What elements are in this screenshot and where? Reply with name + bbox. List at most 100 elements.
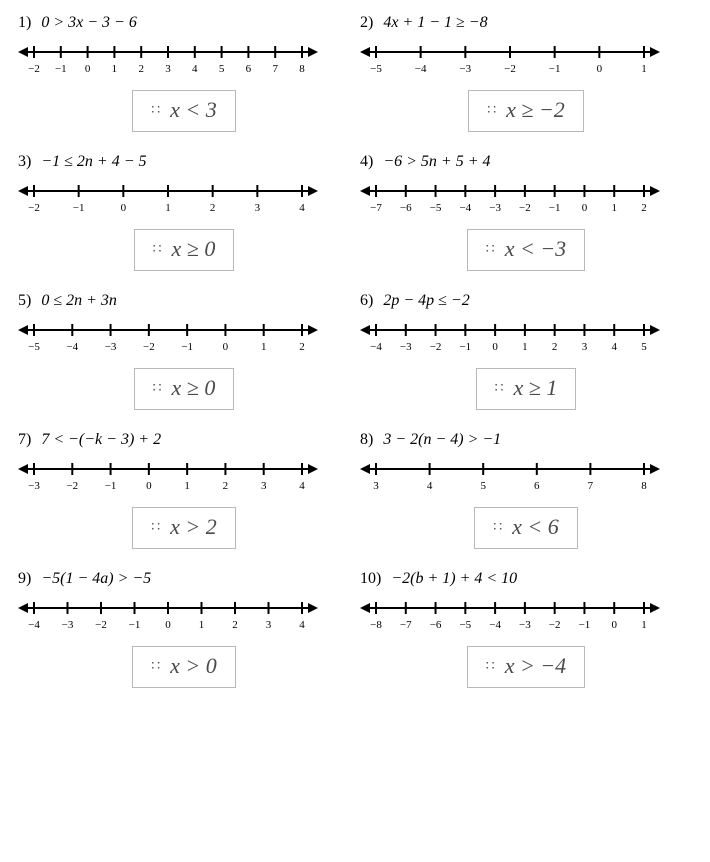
problem-expression: 7 < −(−k − 3) + 2 xyxy=(37,431,161,448)
number-line-wrap: 345678 xyxy=(360,455,692,499)
number-line-wrap: −4−3−2−1012345 xyxy=(360,316,692,360)
svg-text:1: 1 xyxy=(611,202,617,214)
problems-grid: 1) 0 > 3x − 3 − 6−2−1012345678∷x < 32) 4… xyxy=(18,10,692,700)
problem-expression: −1 ≤ 2n + 4 − 5 xyxy=(37,153,146,170)
number-line: 345678 xyxy=(360,455,660,499)
svg-text:−5: −5 xyxy=(459,619,471,631)
svg-text:1: 1 xyxy=(261,341,267,353)
answer-wrap: ∷ x > 0 xyxy=(18,646,350,688)
problem-prompt: 1) 0 > 3x − 3 − 6 xyxy=(18,14,350,32)
problem-8: 8) 3 − 2(n − 4) > −1345678∷x < 6 xyxy=(360,427,692,561)
svg-text:−3: −3 xyxy=(105,341,117,353)
answer-wrap: ∷ x > −4 xyxy=(360,646,692,688)
answer-tile[interactable]: ∷x < 6 xyxy=(474,507,578,549)
problem-5: 5) 0 ≤ 2n + 3n−5−4−3−2−1012∷x ≥ 0 xyxy=(18,288,350,422)
number-line: −4−3−2−101234 xyxy=(18,594,318,638)
problem-prompt: 10) −2(b + 1) + 4 < 10 xyxy=(360,570,692,588)
svg-text:2: 2 xyxy=(210,202,216,214)
svg-text:−7: −7 xyxy=(400,619,412,631)
drag-handle-icon: ∷ xyxy=(486,663,495,670)
drag-handle-icon: ∷ xyxy=(486,246,495,253)
svg-text:8: 8 xyxy=(641,480,647,492)
svg-text:4: 4 xyxy=(299,619,305,631)
answer-tile[interactable]: ∷ x > 0 xyxy=(132,646,236,688)
svg-text:−2: −2 xyxy=(95,619,107,631)
answer-tile[interactable]: ∷x > 2 xyxy=(132,507,236,549)
svg-text:4: 4 xyxy=(299,480,305,492)
answer-tile[interactable]: ∷x ≥ −2 xyxy=(468,90,584,132)
drag-handle-icon: ∷ xyxy=(151,524,160,531)
problem-number: 2) xyxy=(360,14,373,31)
drag-handle-icon: ∷ xyxy=(493,524,502,531)
svg-text:−1: −1 xyxy=(579,619,591,631)
svg-text:−4: −4 xyxy=(370,341,382,353)
problem-number: 5) xyxy=(18,292,31,309)
problem-expression: 3 − 2(n − 4) > −1 xyxy=(379,431,501,448)
svg-text:3: 3 xyxy=(261,480,267,492)
answer-tile[interactable]: ∷x < 3 xyxy=(132,90,236,132)
number-line-wrap: −5−4−3−2−1012 xyxy=(18,316,350,360)
number-line-wrap: −5−4−3−2−101 xyxy=(360,38,692,82)
answer-tile[interactable]: ∷x ≥ 0 xyxy=(134,229,235,271)
svg-text:−2: −2 xyxy=(28,202,40,214)
answer-tile[interactable]: ∷ x > −4 xyxy=(467,646,585,688)
svg-text:0: 0 xyxy=(597,63,603,75)
answer-tile[interactable]: ∷x ≥ 0 xyxy=(134,368,235,410)
svg-text:−3: −3 xyxy=(400,341,412,353)
answer-wrap: ∷x ≥ 0 xyxy=(18,368,350,410)
svg-text:7: 7 xyxy=(588,480,594,492)
svg-text:−2: −2 xyxy=(143,341,155,353)
svg-text:−1: −1 xyxy=(73,202,85,214)
answer-wrap: ∷x > 2 xyxy=(18,507,350,549)
svg-text:1: 1 xyxy=(641,63,647,75)
answer-wrap: ∷x ≥ −2 xyxy=(360,90,692,132)
problem-prompt: 4) −6 > 5n + 5 + 4 xyxy=(360,153,692,171)
problem-prompt: 6) 2p − 4p ≤ −2 xyxy=(360,292,692,310)
problem-3: 3) −1 ≤ 2n + 4 − 5−2−101234∷x ≥ 0 xyxy=(18,149,350,283)
problem-6: 6) 2p − 4p ≤ −2−4−3−2−1012345∷x ≥ 1 xyxy=(360,288,692,422)
number-line: −4−3−2−1012345 xyxy=(360,316,660,360)
problem-expression: 0 ≤ 2n + 3n xyxy=(37,292,117,309)
svg-text:5: 5 xyxy=(480,480,486,492)
svg-text:−2: −2 xyxy=(66,480,78,492)
problem-4: 4) −6 > 5n + 5 + 4−7−6−5−4−3−2−1012∷x < … xyxy=(360,149,692,283)
number-line: −2−1012345678 xyxy=(18,38,318,82)
number-line: −3−2−101234 xyxy=(18,455,318,499)
svg-text:2: 2 xyxy=(641,202,647,214)
problem-expression: −2(b + 1) + 4 < 10 xyxy=(387,570,517,587)
answer-text: x ≥ −2 xyxy=(506,97,565,123)
problem-expression: 2p − 4p ≤ −2 xyxy=(379,292,469,309)
drag-handle-icon: ∷ xyxy=(151,663,160,670)
answer-text: x > −4 xyxy=(505,653,566,679)
svg-text:0: 0 xyxy=(223,341,229,353)
problem-number: 10) xyxy=(360,570,381,587)
problem-2: 2) 4x + 1 − 1 ≥ −8−5−4−3−2−101∷x ≥ −2 xyxy=(360,10,692,144)
problem-prompt: 8) 3 − 2(n − 4) > −1 xyxy=(360,431,692,449)
answer-text: x ≥ 0 xyxy=(172,236,216,262)
svg-text:5: 5 xyxy=(641,341,647,353)
svg-text:−2: −2 xyxy=(504,63,516,75)
answer-text: x > 0 xyxy=(170,653,217,679)
problem-1: 1) 0 > 3x − 3 − 6−2−1012345678∷x < 3 xyxy=(18,10,350,144)
svg-text:−5: −5 xyxy=(28,341,40,353)
problem-number: 3) xyxy=(18,153,31,170)
problem-9: 9) −5(1 − 4a) > −5−4−3−2−101234∷x > 0 xyxy=(18,566,350,700)
svg-text:−3: −3 xyxy=(489,202,501,214)
problem-10: 10) −2(b + 1) + 4 < 10−8−7−6−5−4−3−2−101… xyxy=(360,566,692,700)
number-line: −2−101234 xyxy=(18,177,318,221)
answer-tile[interactable]: ∷x < −3 xyxy=(467,229,585,271)
svg-text:2: 2 xyxy=(232,619,238,631)
problem-number: 7) xyxy=(18,431,31,448)
problem-7: 7) 7 < −(−k − 3) + 2−3−2−101234∷x > 2 xyxy=(18,427,350,561)
svg-text:3: 3 xyxy=(165,63,171,75)
svg-text:2: 2 xyxy=(138,63,144,75)
problem-prompt: 5) 0 ≤ 2n + 3n xyxy=(18,292,350,310)
answer-wrap: ∷x < 3 xyxy=(18,90,350,132)
svg-text:4: 4 xyxy=(192,63,198,75)
svg-text:4: 4 xyxy=(427,480,433,492)
svg-text:−4: −4 xyxy=(28,619,40,631)
svg-text:−1: −1 xyxy=(105,480,117,492)
svg-text:1: 1 xyxy=(641,619,647,631)
svg-text:−7: −7 xyxy=(370,202,382,214)
answer-tile[interactable]: ∷x ≥ 1 xyxy=(476,368,577,410)
